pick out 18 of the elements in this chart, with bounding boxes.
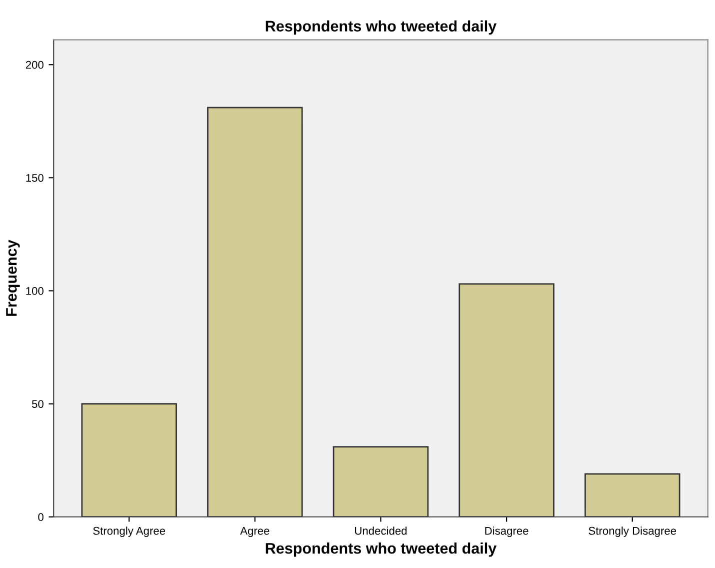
y-axis-title: Frequency (6, 240, 20, 316)
bar (81, 403, 177, 517)
x-axis-title: Respondents who tweeted daily (266, 542, 497, 557)
y-tick-label: 50 (32, 400, 44, 408)
x-tick-label: Strongly Agree (93, 526, 166, 537)
x-tick-label: Undecided (355, 526, 407, 535)
bar (458, 283, 554, 517)
bar (207, 106, 303, 517)
y-tick-label: 100 (26, 287, 44, 295)
x-tick-label: Agree (240, 527, 270, 537)
x-tick-label: Strongly Disagree (588, 526, 676, 537)
y-tick-label: 0 (38, 513, 44, 522)
x-tick-label: Disagree (485, 526, 528, 537)
bar (584, 473, 680, 517)
y-tick-label: 150 (26, 174, 44, 182)
chart-title: Respondents who tweeted daily (266, 20, 497, 35)
y-tick-label: 200 (26, 60, 44, 69)
bar (332, 446, 429, 517)
